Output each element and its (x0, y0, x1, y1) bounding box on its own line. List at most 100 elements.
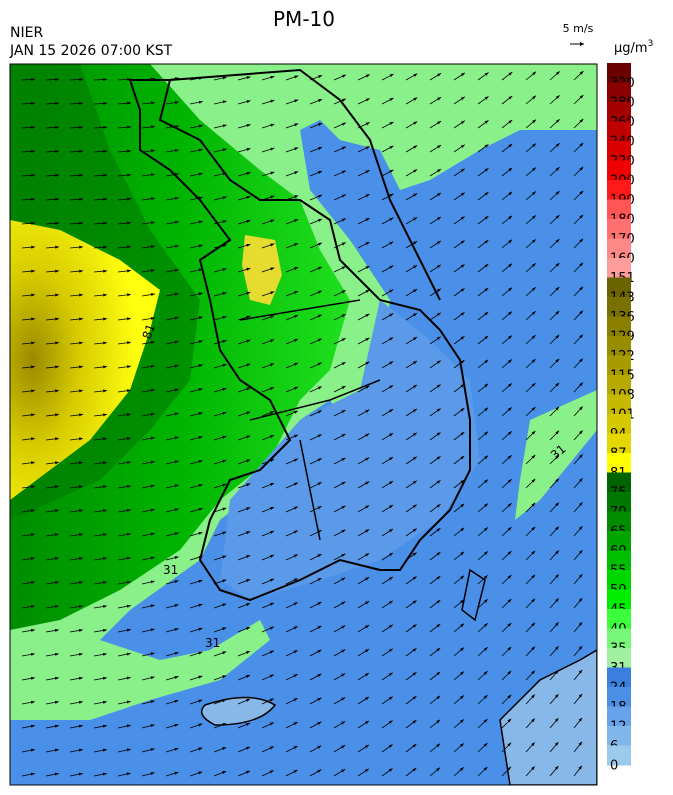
arrow-head (126, 748, 131, 752)
arrow-head (127, 269, 131, 273)
arrow-head (437, 169, 441, 173)
wind-arrow (453, 527, 465, 537)
arrow-head (555, 550, 559, 555)
wind-arrow (333, 98, 347, 105)
arrow-head (102, 533, 107, 537)
wind-arrow (237, 387, 251, 393)
kyushu (499, 649, 597, 785)
arrow-head (126, 772, 131, 776)
wind-arrow (357, 217, 370, 225)
colorbar-segment (607, 316, 631, 337)
arrow-head (341, 721, 346, 725)
wind-arrow (189, 771, 203, 777)
wind-arrow (45, 461, 59, 465)
arrow-head (246, 291, 251, 295)
arrow-head (127, 101, 131, 105)
arrow-head (270, 387, 275, 391)
arrow-head (532, 71, 537, 76)
arrow-head (317, 218, 322, 222)
wind-arrow (237, 483, 251, 489)
arrow-head (484, 455, 488, 460)
wind-arrow (309, 74, 323, 81)
wind-arrow (501, 670, 512, 681)
arrow-head (30, 772, 35, 776)
wind-arrow (237, 291, 251, 297)
arrow-head (531, 550, 536, 555)
wind-arrow (261, 363, 275, 369)
arrow-head (55, 413, 59, 417)
arrow-head (436, 719, 441, 724)
arrow-head (126, 389, 131, 393)
province-borders (239, 299, 381, 541)
arrow-head (578, 502, 583, 507)
wind-arrow (525, 143, 537, 153)
wind-arrow (381, 73, 394, 81)
wind-arrow (573, 549, 583, 561)
wind-arrow (549, 214, 560, 225)
wind-arrow (333, 601, 346, 609)
wind-arrow (261, 530, 275, 537)
wind-arrow (573, 741, 583, 753)
arrow-head (341, 146, 346, 150)
wind-arrow (357, 481, 370, 489)
wind-arrow (237, 147, 251, 153)
wind-arrow (477, 239, 489, 249)
arrow-head (246, 339, 251, 343)
arrow-head (483, 671, 488, 675)
arrow-head (436, 408, 441, 412)
arrow-head (222, 747, 227, 751)
wind-arrow (21, 604, 35, 609)
wind-arrow (573, 573, 583, 585)
wind-arrow (93, 437, 107, 441)
arrow-head (222, 771, 227, 775)
wind-arrow (549, 382, 560, 393)
wind-arrow (405, 671, 417, 681)
arrow-head (270, 507, 275, 510)
arrow-head (365, 385, 370, 389)
arrow-head (460, 192, 465, 196)
wind-arrow (69, 748, 83, 753)
arrow-head (484, 72, 489, 76)
arrow-head (222, 699, 227, 703)
arrow-head (269, 626, 274, 630)
wind-arrow (405, 288, 418, 297)
arrow-head (246, 315, 251, 319)
arrow-head (54, 772, 59, 776)
colorbar-segment (607, 570, 631, 590)
arrow-head (30, 533, 35, 537)
arrow-head (555, 71, 560, 75)
arrow-head (31, 125, 35, 129)
wind-arrow (477, 551, 489, 561)
wind-arrow (309, 362, 322, 369)
arrow-head (150, 340, 155, 344)
arrow-head (508, 72, 513, 76)
arrow-head (507, 766, 512, 771)
wind-arrow (237, 195, 251, 201)
arrow-head (103, 437, 107, 441)
arrow-head (554, 766, 559, 770)
arrow-head (78, 557, 83, 561)
arrow-head (341, 122, 346, 126)
wind-arrow (165, 675, 179, 681)
wind-arrow (165, 580, 179, 585)
arrow-head (436, 192, 441, 197)
arrow-head (413, 241, 418, 245)
wind-arrow (165, 532, 179, 537)
colorbar-unit: μg/m3 (614, 39, 653, 56)
arrow-head (436, 767, 440, 772)
arrow-head (54, 652, 59, 656)
arrow-head (459, 767, 464, 771)
wind-arrow (285, 626, 298, 633)
arrow-head (483, 719, 488, 723)
wind-arrow (501, 766, 512, 777)
arrow-head (127, 365, 131, 369)
agency: NIER (10, 25, 43, 41)
arrow-head (389, 385, 394, 389)
wind-arrow (429, 527, 441, 537)
arrow-head (413, 169, 418, 173)
yellow-patch (242, 235, 282, 305)
wind-arrow (189, 675, 203, 681)
wind-arrow (573, 669, 583, 681)
colorbar-segment (607, 745, 631, 766)
wind-arrow (213, 148, 227, 153)
